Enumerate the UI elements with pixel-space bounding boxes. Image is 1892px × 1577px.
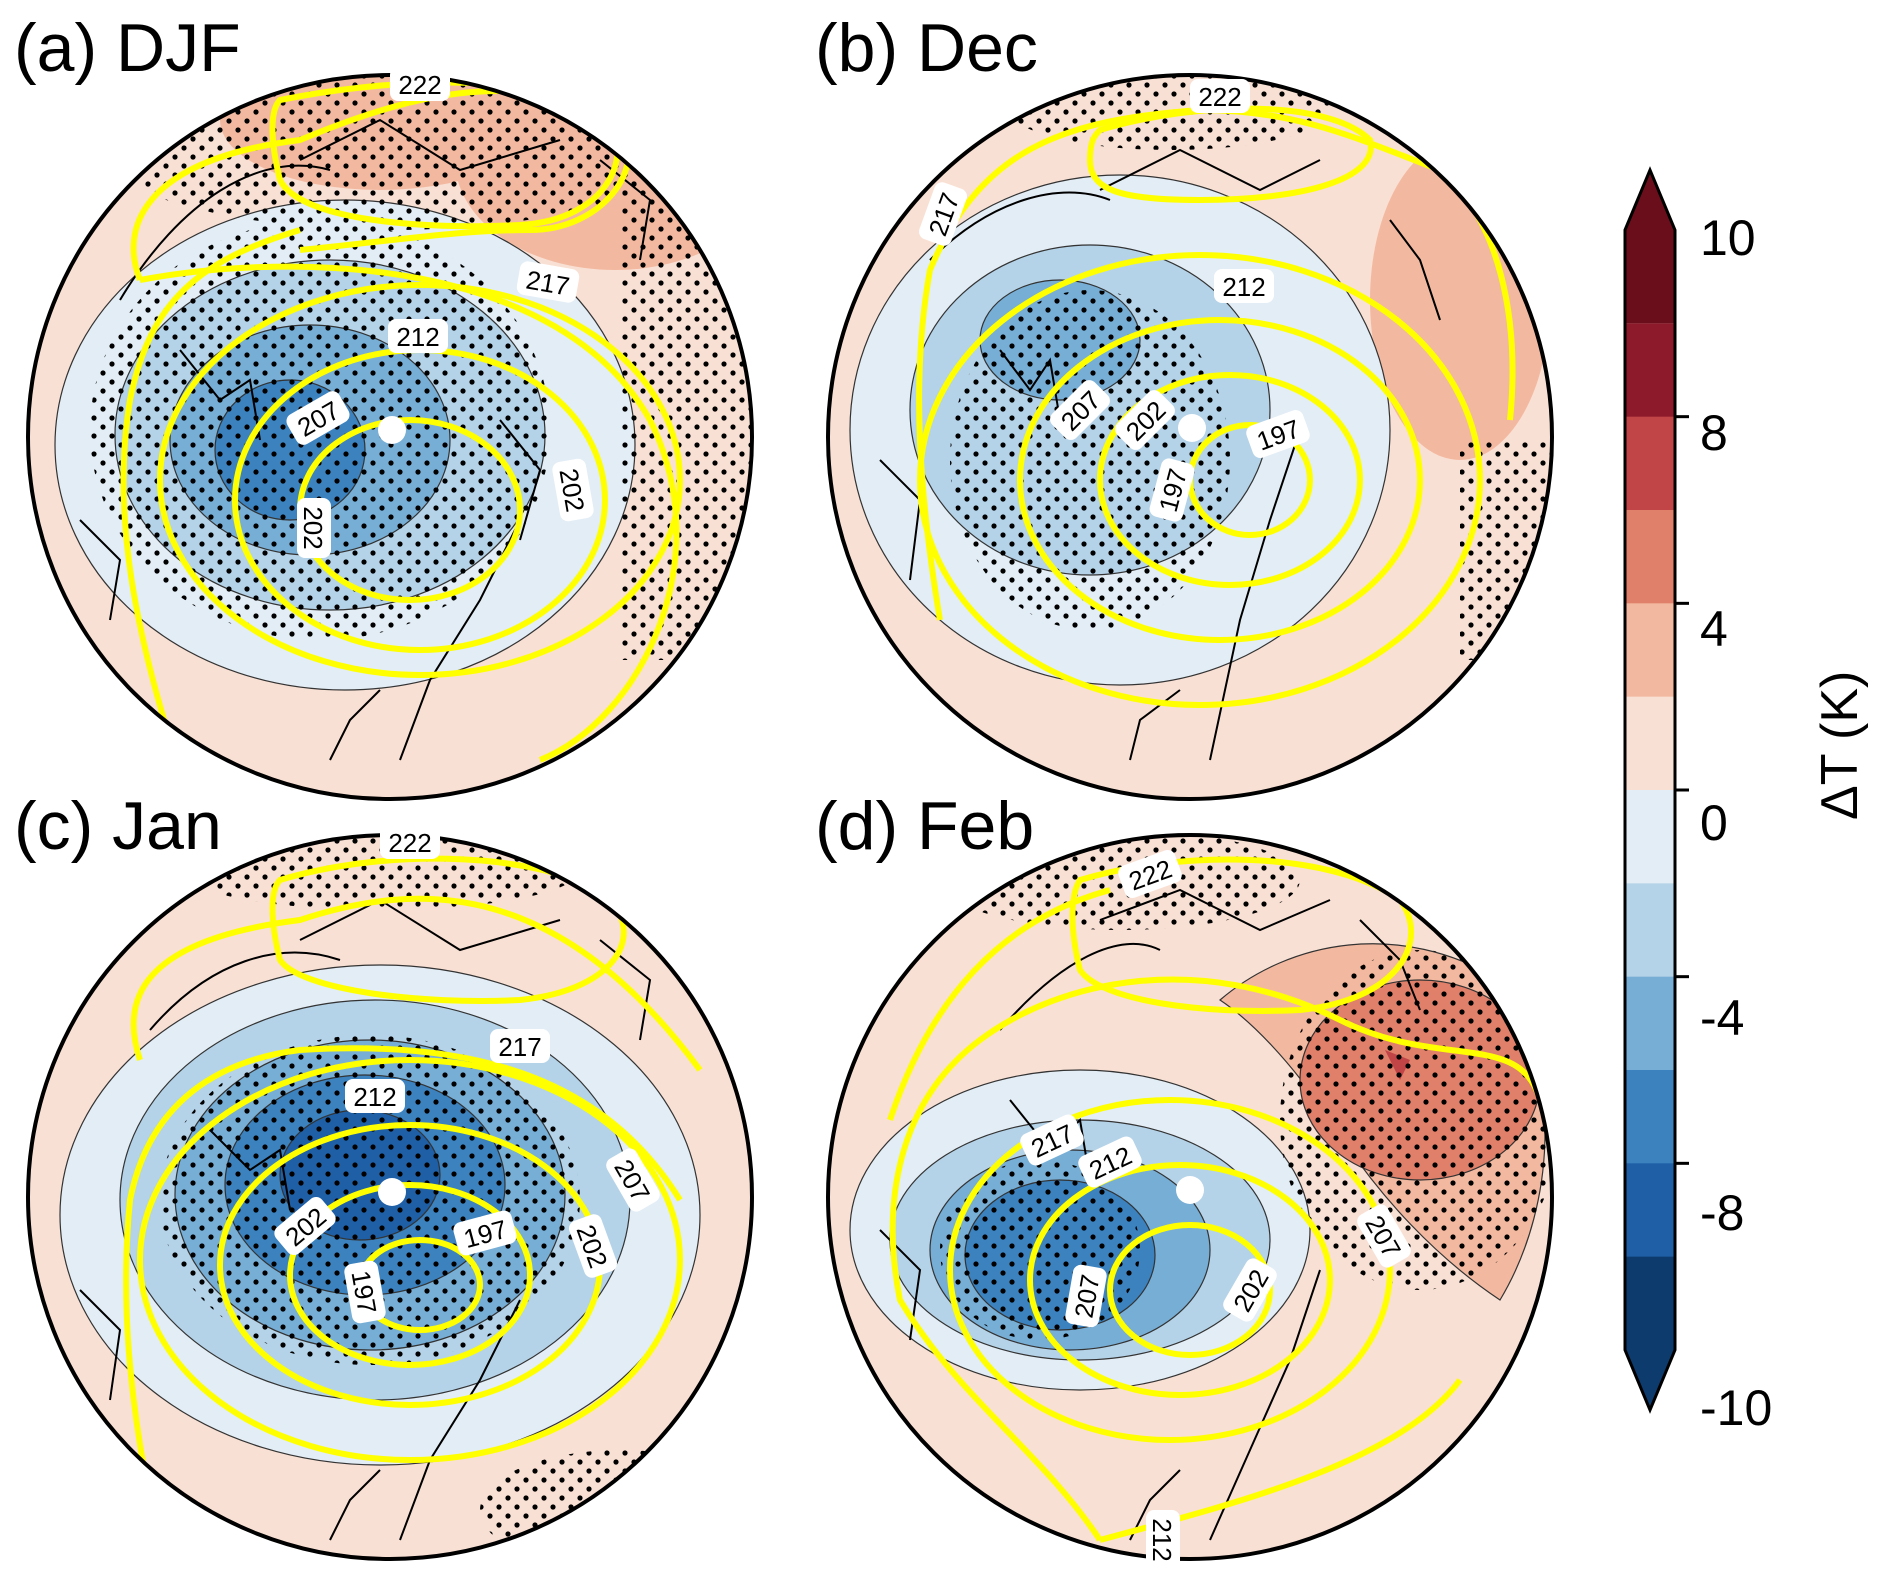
height-contour (287, 1182, 533, 1368)
height-contour (123, 1045, 683, 1501)
height-contour (889, 976, 1543, 1542)
colorbar-label: ΔT (K) (1811, 670, 1869, 820)
height-contour (269, 855, 627, 1004)
significance-stippling (1280, 950, 1552, 1290)
height-contour (1027, 1162, 1333, 1398)
map-boundary (826, 73, 1554, 801)
colorbar-segment (1625, 976, 1675, 1071)
map-panel-djf (26, 73, 754, 801)
colorbar-segment (1625, 883, 1675, 978)
height-contour (1097, 372, 1363, 588)
height-contour (130, 895, 703, 1072)
significance-stippling (940, 1160, 1140, 1340)
significance-stippling (1420, 1460, 1552, 1540)
pole-marker (1176, 1176, 1204, 1204)
colorbar-tick-label: -4 (1700, 990, 1745, 1046)
contour-label: 217 (524, 264, 572, 301)
colorbar-extend-max (1625, 170, 1675, 324)
colorbar-segment (1625, 1163, 1675, 1258)
contour-label: 217 (498, 1032, 541, 1062)
panel-title: (c) Jan (14, 788, 222, 864)
contour-label: 202 (298, 506, 328, 549)
colorbar-extend-min (1625, 1256, 1675, 1410)
pole-marker (378, 1178, 406, 1206)
panel-title: (d) Feb (815, 788, 1035, 864)
contour-label: 222 (1198, 82, 1241, 112)
height-contour (1069, 856, 1415, 1014)
coastlines (879, 888, 1421, 1541)
map-panel-feb (826, 833, 1554, 1561)
colorbar-segment (1625, 790, 1675, 884)
colorbar-tick-label: 0 (1700, 795, 1728, 851)
contour-label: 212 (396, 322, 439, 352)
colorbar-tick-label: 4 (1700, 601, 1728, 657)
height-contour (947, 1097, 1393, 1443)
colorbar (1623, 166, 1689, 1414)
height-contour (157, 282, 683, 678)
pole-marker (378, 416, 406, 444)
contour-label: 202 (553, 466, 590, 514)
significance-stippling (480, 1450, 752, 1559)
contour-label: 212 (1147, 1518, 1177, 1561)
colorbar-tick-label: 10 (1700, 210, 1756, 266)
pole-marker (1178, 414, 1206, 442)
height-contour (1107, 1222, 1273, 1358)
colorbar-segment (1625, 603, 1675, 698)
panel-title: (a) DJF (14, 10, 241, 86)
height-contour (120, 227, 680, 763)
coastlines (79, 118, 652, 761)
contour-label: 207 (1068, 1272, 1105, 1320)
map-boundary (826, 833, 1554, 1561)
height-contour (917, 252, 1483, 708)
colorbar-segment (1625, 416, 1675, 511)
height-contour (137, 1057, 683, 1463)
coastlines (79, 898, 652, 1541)
contour-label: 197 (345, 1268, 382, 1316)
colorbar-segment (1625, 696, 1675, 791)
colorbar-outline (1623, 166, 1677, 1414)
colorbar-tick-label: -10 (1700, 1380, 1773, 1436)
contour-label: 222 (388, 828, 431, 858)
panel-title: (b) Dec (815, 10, 1038, 86)
colorbar-segment (1625, 323, 1675, 418)
height-contour (1086, 105, 1374, 204)
contour-label: 212 (1222, 272, 1265, 302)
colorbar-segment (1625, 1070, 1675, 1164)
contour-label: 222 (398, 70, 441, 100)
colorbar-segment (1625, 510, 1675, 604)
significance-stippling (160, 1035, 580, 1365)
height-contour (1017, 317, 1423, 643)
significance-stippling (1460, 440, 1552, 660)
map-panel-dec (826, 73, 1554, 801)
colorbar-tick-label: -8 (1700, 1185, 1745, 1241)
contour-label: 212 (353, 1082, 396, 1112)
colorbar-tick-label: 8 (1700, 405, 1728, 461)
